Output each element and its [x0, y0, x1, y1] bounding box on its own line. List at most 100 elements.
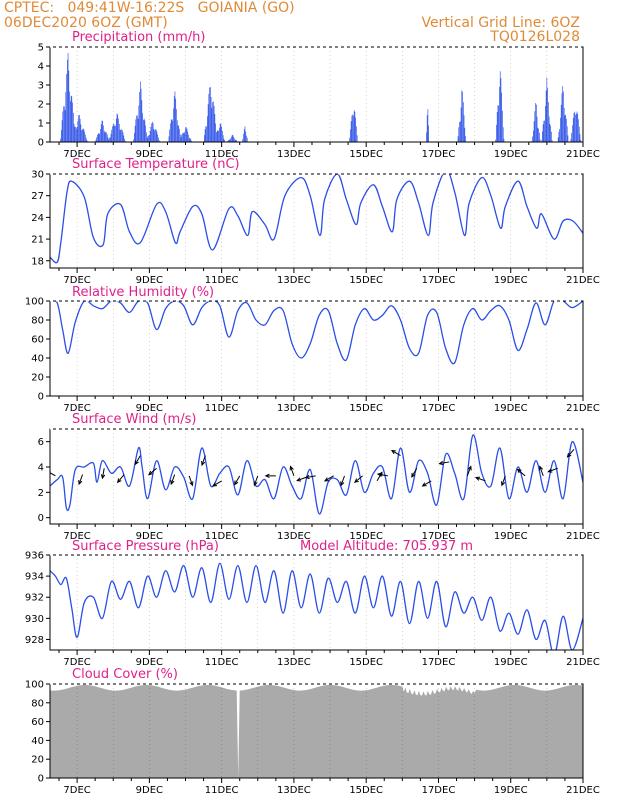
- precip-bar: [144, 120, 146, 142]
- precip-bar: [68, 70, 70, 142]
- precip-bar: [216, 132, 217, 142]
- precip-bar: [96, 137, 97, 142]
- x-tick-label: 13DEC: [277, 657, 311, 668]
- wind-arrow-head: [390, 450, 396, 455]
- y-tick-label: 4: [38, 62, 44, 73]
- x-tick-label: 7DEC: [63, 785, 90, 796]
- precip-bar: [118, 123, 120, 142]
- precip-bar: [214, 114, 216, 142]
- precip-bar: [545, 106, 546, 142]
- precip-bar: [181, 134, 183, 142]
- wind-arrow-head: [411, 472, 416, 478]
- x-tick-label: 21DEC: [566, 149, 600, 160]
- precip-bar: [461, 90, 463, 142]
- wind-arrow-head: [264, 473, 270, 479]
- wind-arrow: [354, 475, 363, 483]
- precip-bar: [118, 118, 119, 142]
- precip-bar: [223, 138, 225, 142]
- precip-bar: [213, 101, 214, 142]
- precip-bar: [81, 130, 82, 142]
- precip-bar: [151, 123, 152, 142]
- panel-4: Surface Pressure (hPa) Model Altitude: 70…: [25, 539, 600, 668]
- precip-bar: [97, 133, 99, 142]
- precip-bar: [107, 137, 109, 142]
- y-tick-label: 60: [31, 335, 44, 346]
- precip-bar: [543, 120, 545, 142]
- precip-bar: [102, 120, 104, 142]
- wind-arrow: [391, 450, 401, 457]
- wind-arrow: [475, 477, 486, 482]
- wind-arrow-head: [516, 468, 522, 474]
- precip-bar: [579, 134, 581, 142]
- wind-arrow: [411, 468, 418, 478]
- precip-bar: [495, 139, 496, 142]
- precip-bar: [98, 133, 100, 142]
- precip-bar: [189, 138, 191, 142]
- x-tick-label: 17DEC: [422, 275, 456, 286]
- x-tick-label: 17DEC: [422, 531, 456, 542]
- precip-bar: [170, 119, 172, 142]
- precip-bar: [134, 125, 136, 142]
- x-tick-label: 11DEC: [205, 531, 239, 542]
- precip-bar: [84, 131, 85, 142]
- x-tick-label: 17DEC: [422, 403, 456, 414]
- precip-bar: [86, 140, 88, 142]
- precip-bar: [224, 140, 225, 142]
- precip-bar: [532, 136, 533, 142]
- panel-title: Surface Pressure (hPa): [72, 539, 219, 554]
- x-tick-label: 7DEC: [63, 531, 90, 542]
- wind-arrow-head: [189, 481, 194, 487]
- precip-bar: [353, 115, 354, 142]
- precip-bar: [551, 140, 553, 142]
- precip-bar: [207, 116, 208, 142]
- y-tick-label: 928: [25, 635, 44, 646]
- precip-bar: [428, 125, 429, 142]
- y-tick-label: 80: [31, 698, 44, 709]
- wind-arrow-head: [148, 470, 153, 476]
- precip-bar: [100, 129, 101, 142]
- precip-bar: [577, 113, 579, 142]
- precip-bar: [565, 114, 567, 142]
- precip-bar: [562, 86, 563, 142]
- x-tick-label: 17DEC: [422, 785, 456, 796]
- panel-data: [60, 53, 582, 142]
- precip-bar: [549, 123, 551, 142]
- precip-bar: [460, 107, 462, 142]
- precip-bar: [174, 91, 176, 142]
- panel-title: Precipitation (mm/h): [72, 30, 205, 45]
- header-right-line2: TQ0126L028: [490, 29, 580, 45]
- precip-bar: [233, 136, 235, 142]
- precip-bar: [234, 138, 235, 142]
- wind-arrow: [501, 475, 506, 486]
- precip-bar: [575, 113, 577, 142]
- precip-bar: [533, 121, 535, 142]
- precip-bar: [138, 105, 140, 142]
- precip-bar: [578, 126, 580, 142]
- precip-bar: [146, 137, 148, 142]
- precip-bar: [74, 126, 76, 142]
- wind-arrow: [170, 474, 176, 485]
- precip-bar: [356, 135, 358, 142]
- precip-bar: [155, 129, 156, 142]
- wind-arrow: [466, 466, 472, 477]
- precip-bar: [83, 129, 85, 142]
- precip-bar: [228, 140, 229, 142]
- precip-bar: [121, 129, 122, 142]
- precip-bar: [497, 105, 499, 142]
- panel-3: Surface Wind (m/s) 0 2 4 6 7DEC 9DEC 11DEC 13DEC…: [38, 412, 600, 542]
- panel-data: [50, 434, 583, 515]
- panel-title: Cloud Cover (%): [72, 667, 178, 682]
- precip-bar: [465, 136, 466, 142]
- precip-bar: [183, 133, 185, 142]
- y-tick-label: 24: [31, 213, 44, 224]
- header-left-line1: CPTEC: 049:41W-16:22S GOIANIA (GO): [4, 0, 295, 16]
- precip-bar: [536, 116, 538, 142]
- x-tick-label: 19DEC: [494, 785, 528, 796]
- x-tick-label: 15DEC: [349, 657, 383, 668]
- panel-1: Surface Temperature (nC) 18 21 24 27 30 7DEC 9D…: [31, 157, 600, 286]
- precip-bar: [179, 134, 181, 142]
- precip-bar: [184, 131, 186, 142]
- precip-bar: [463, 115, 465, 142]
- precip-bar: [112, 124, 114, 142]
- precip-bar: [560, 117, 561, 142]
